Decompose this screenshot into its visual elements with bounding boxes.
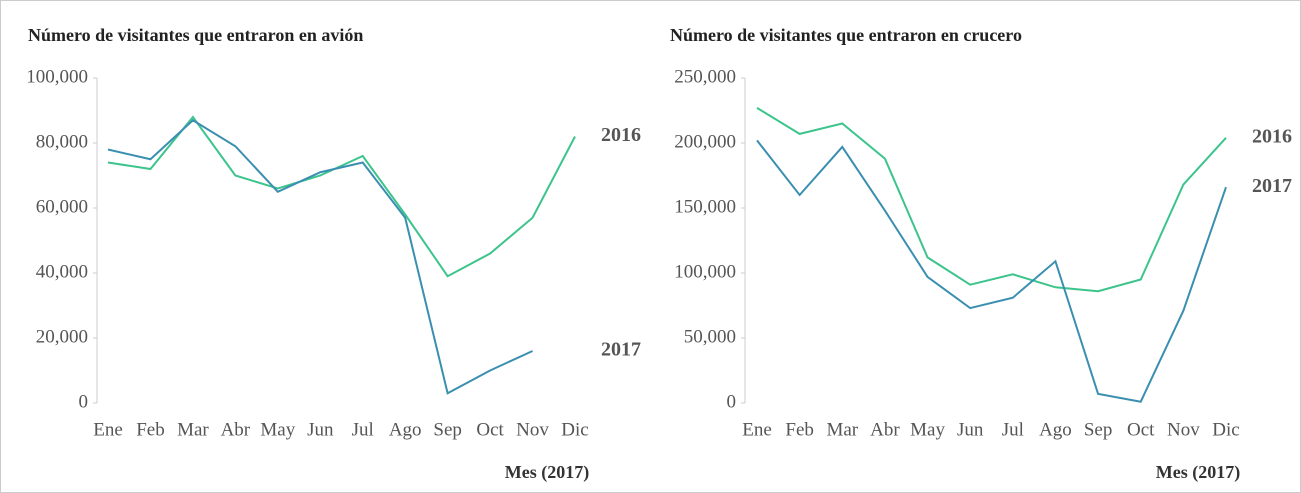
x-tick-label: Oct [476,419,504,440]
x-axis-label: Mes (2017) [505,462,589,483]
x-tick-label: Jul [352,419,374,440]
y-tick-label: 80,000 [36,131,88,152]
y-tick-label: 0 [79,391,89,412]
x-tick-label: Feb [785,419,814,440]
x-tick-label: May [260,419,295,440]
y-tick-label: 20,000 [36,326,88,347]
y-tick-label: 0 [727,391,737,412]
x-tick-label: Nov [516,419,549,440]
chart-title: Número de visitantes que entraron en avi… [28,25,363,45]
line-series [756,107,1227,293]
x-tick-label: Abr [870,419,900,440]
y-tick-label: 100,000 [674,261,736,282]
y-tick-label: 150,000 [674,196,736,217]
y-tick-label: 200,000 [674,131,736,152]
series-label: 2017 [601,339,641,361]
x-tick-label: Dic [561,419,588,440]
series-label: 2016 [1252,125,1292,147]
y-tick-label: 100,000 [26,66,88,87]
y-tick-label: 250,000 [674,66,736,87]
x-tick-label: Mar [177,419,209,440]
x-axis-label: Mes (2017) [1156,462,1240,483]
x-tick-label: Dic [1212,419,1239,440]
x-tick-label: Jun [307,419,334,440]
x-tick-label: Sep [1084,419,1113,440]
x-tick-label: Jul [1002,419,1024,440]
x-tick-label: Ago [1039,419,1072,440]
series-label: 2017 [1252,175,1292,197]
y-tick-label: 60,000 [36,196,88,217]
chart-title: Número de visitantes que entraron en cru… [670,25,1022,45]
x-tick-label: Ene [93,419,123,440]
x-tick-label: Nov [1167,419,1200,440]
x-tick-label: Feb [136,419,165,440]
series-label: 2016 [601,124,641,146]
x-tick-label: Mar [826,419,858,440]
x-tick-label: Oct [1127,419,1155,440]
x-tick-label: Abr [221,419,251,440]
x-tick-label: May [910,419,945,440]
y-tick-label: 50,000 [684,326,736,347]
x-tick-label: Ene [742,419,772,440]
x-tick-label: Sep [433,419,462,440]
line-series [107,119,533,395]
line-series [756,139,1227,403]
y-tick-label: 40,000 [36,261,88,282]
x-tick-label: Ago [389,419,422,440]
x-tick-label: Jun [957,419,984,440]
